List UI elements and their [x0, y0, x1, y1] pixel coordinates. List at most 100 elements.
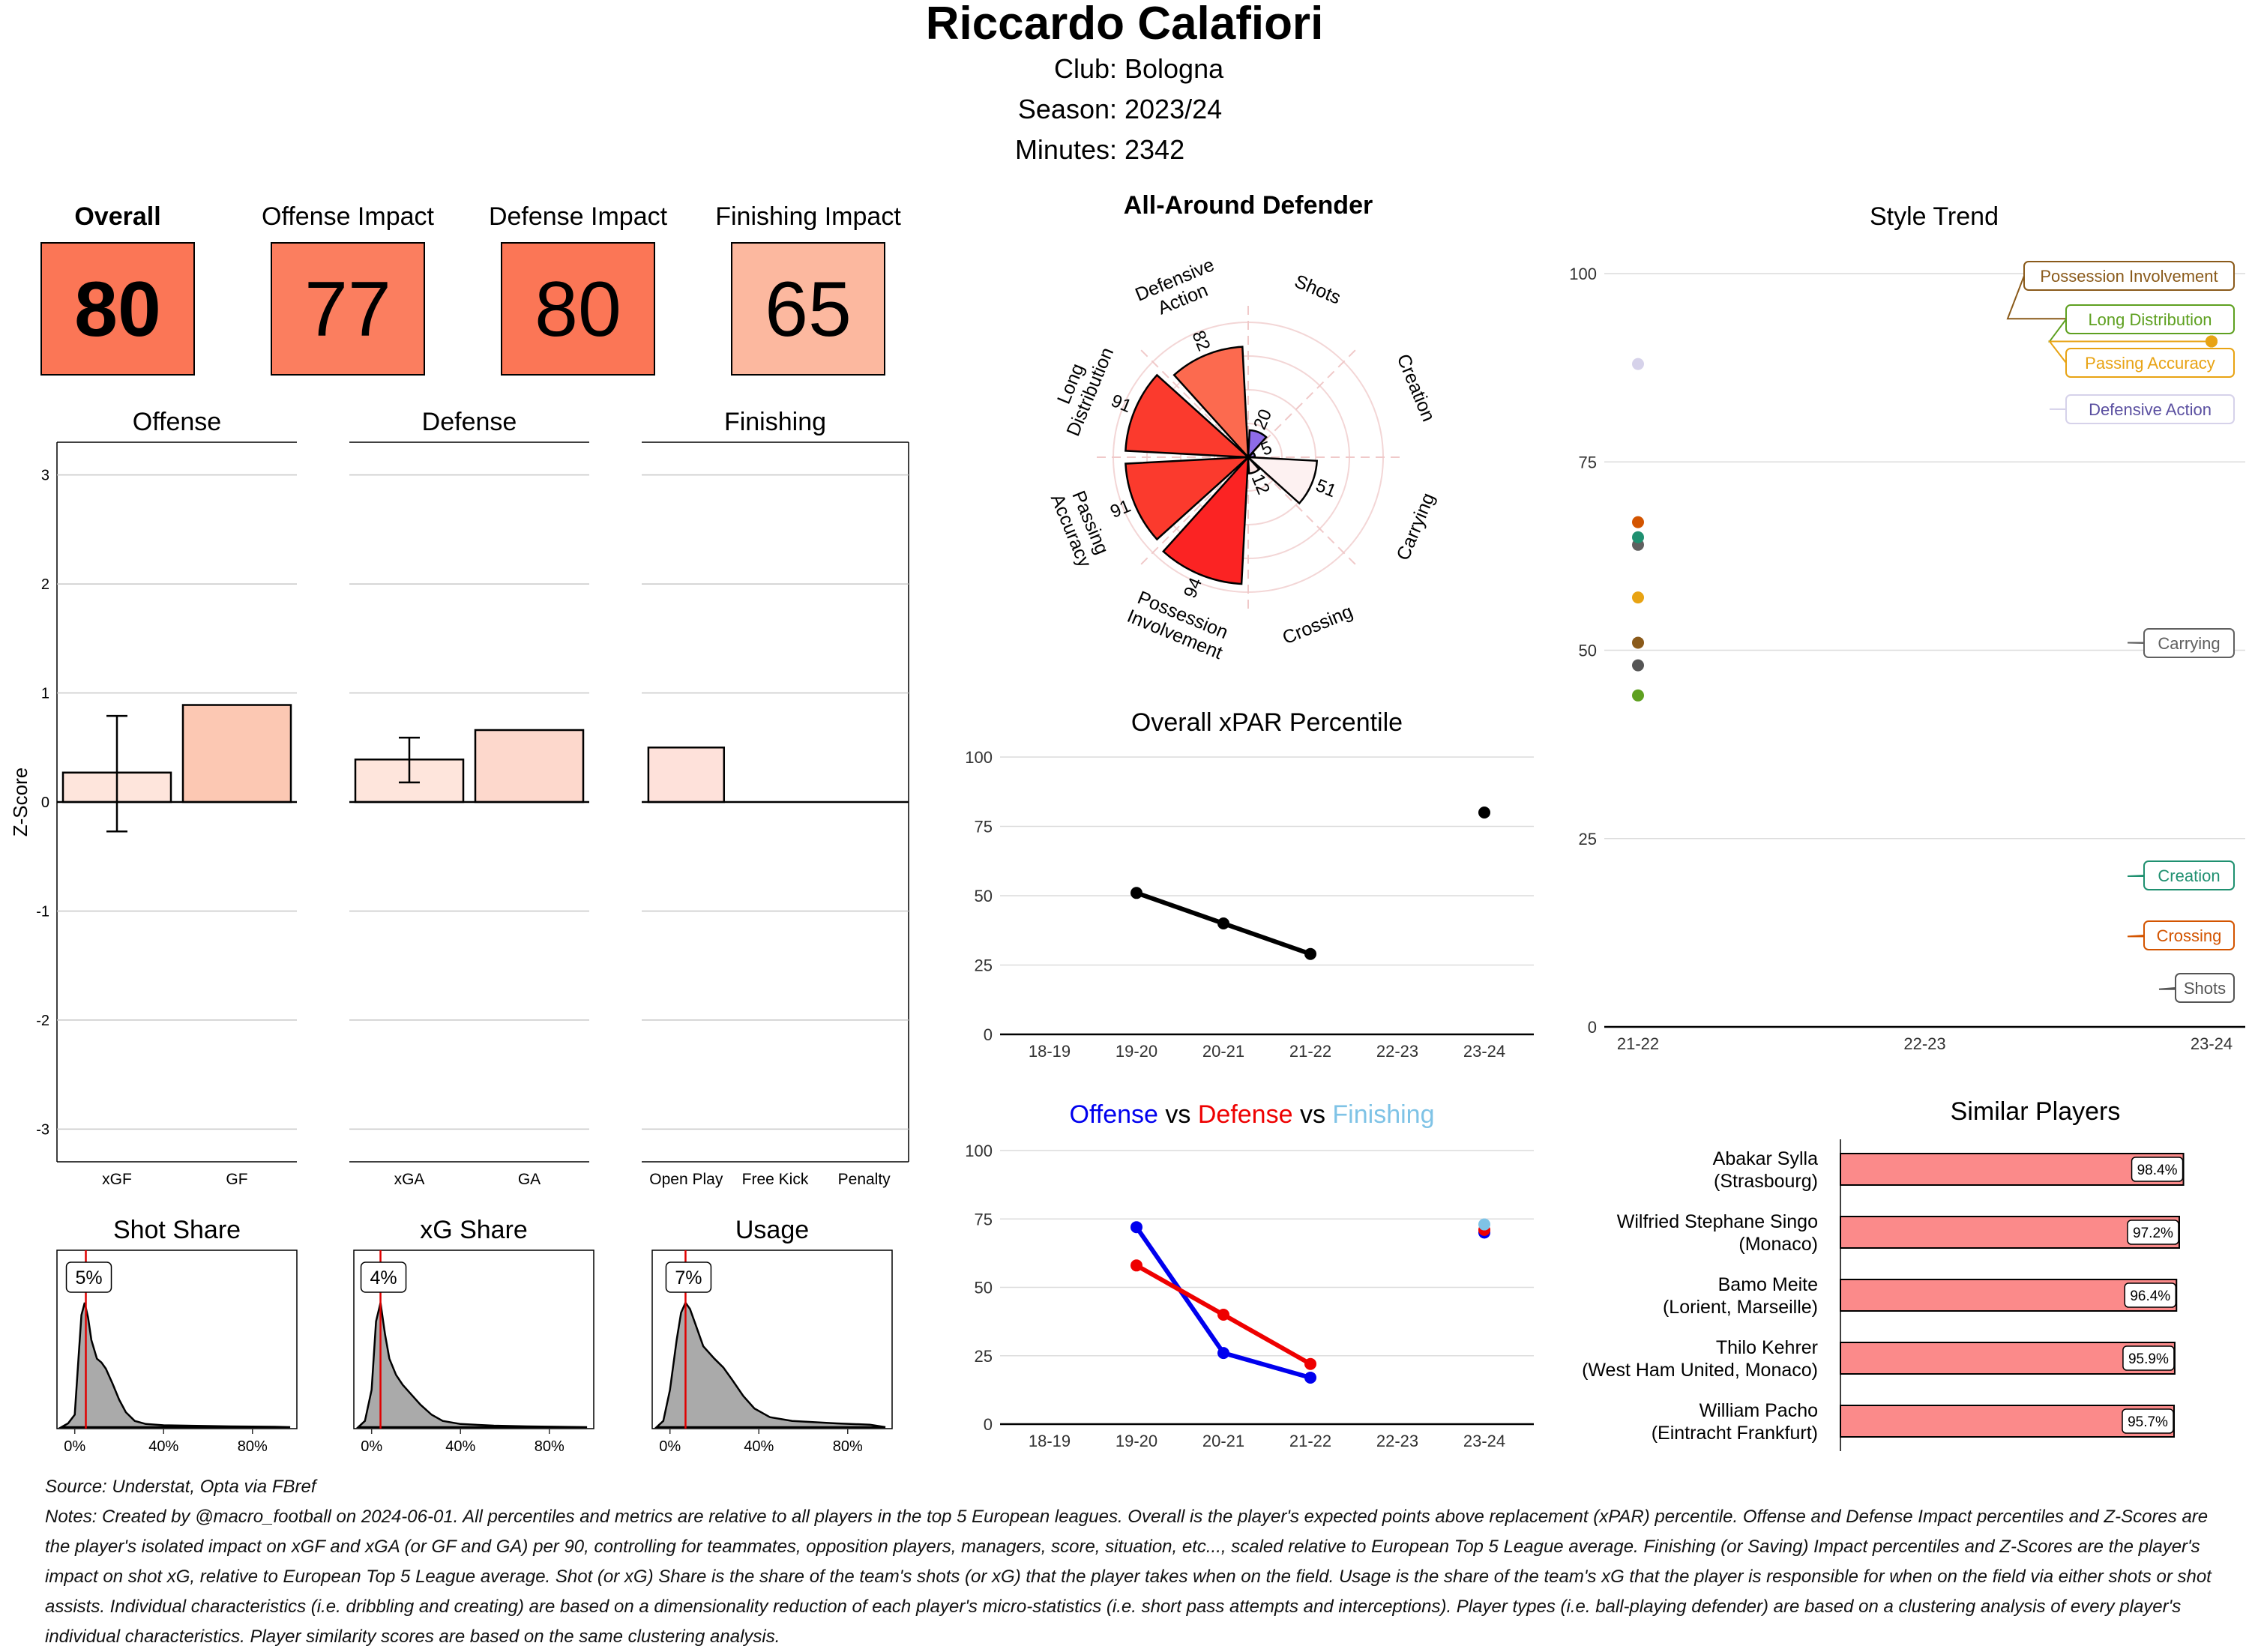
bar — [648, 747, 724, 802]
x-tick-label: 18-19 — [1029, 1042, 1071, 1061]
x-tick-label: 0% — [64, 1438, 85, 1455]
minutes-label: Minutes: — [1015, 134, 1117, 165]
x-tick-label: 80% — [833, 1438, 863, 1455]
series-label: Carrying — [2158, 634, 2220, 653]
series-label: Creation — [2158, 866, 2220, 885]
dashboard-canvas: Riccardo Calafiori Club: Bologna Season:… — [0, 0, 2249, 1469]
y-tick-label: 75 — [975, 818, 993, 836]
player-marker-label: 7% — [675, 1267, 702, 1288]
series-label: Shots — [2184, 979, 2226, 998]
radar-category-label: Creation — [1393, 351, 1439, 424]
impact-card-overall: Overall 80 — [41, 202, 194, 375]
panel-title: Shot Share — [113, 1216, 241, 1244]
panel-title: Defense — [422, 408, 517, 436]
bar — [475, 730, 583, 802]
y-tick-label: 50 — [975, 1279, 993, 1297]
radar-spoke — [1253, 349, 1356, 452]
series-label: Long Distribution — [2088, 310, 2212, 329]
x-tick-label: 40% — [148, 1438, 178, 1455]
zscore-y-tick: 3 — [41, 468, 49, 484]
y-tick-label: 0 — [984, 1415, 993, 1434]
radar-value-label: 91 — [1108, 391, 1134, 417]
series-label: Defensive Action — [2089, 400, 2212, 419]
x-tick-label: xGA — [394, 1171, 425, 1188]
radar-category-label: Shots — [1292, 271, 1344, 308]
y-tick-label: 75 — [975, 1210, 993, 1229]
radar-category-label: PassingAccuracy — [1047, 483, 1115, 570]
impact-card-finishing: Finishing Impact 65 — [715, 202, 901, 375]
x-tick-label: 23-24 — [2191, 1034, 2233, 1053]
season-label: Season: — [1018, 94, 1117, 124]
impact-card-value: 80 — [535, 266, 621, 353]
x-tick-label: Open Play — [649, 1171, 723, 1188]
x-tick-label: 40% — [744, 1438, 774, 1455]
series-point — [1632, 636, 1644, 648]
impact-card-label: Offense Impact — [262, 202, 434, 231]
x-tick-label: 22-23 — [1903, 1034, 1945, 1053]
impact-card-value: 77 — [304, 266, 391, 353]
series-point — [1304, 1358, 1316, 1370]
series-label: Possession Involvement — [2040, 267, 2218, 286]
panel-title: Offense — [133, 408, 221, 436]
x-tick-label: GA — [518, 1171, 541, 1188]
club-value: Bologna — [1124, 53, 1224, 84]
y-tick-label: 75 — [1579, 453, 1597, 471]
zscore-y-tick: 1 — [41, 686, 49, 702]
x-tick-label: 19-20 — [1116, 1042, 1157, 1061]
radar-value-label: 51 — [1313, 475, 1339, 501]
player-marker-label: 4% — [370, 1267, 397, 1288]
panel-title: xG Share — [420, 1216, 528, 1244]
radar-category-label: DefensiveAction — [1132, 254, 1225, 325]
legend-part: Offense — [1070, 1100, 1158, 1129]
zscore-y-ticks: 3 2 1 0 -1 -2 -3 — [36, 468, 49, 1139]
similar-player-name: William Pacho — [1699, 1400, 1818, 1421]
radar-value-label: 94 — [1180, 575, 1206, 601]
panel-title: Finishing — [724, 408, 826, 436]
y-tick-label: 100 — [965, 748, 993, 767]
x-tick-label: Penalty — [838, 1171, 891, 1188]
y-tick-label: 100 — [965, 1142, 993, 1160]
chart-title: Overall xPAR Percentile — [1131, 708, 1403, 737]
legend-part: vs — [1158, 1100, 1190, 1129]
zscore-y-tick: -2 — [36, 1013, 49, 1029]
x-tick-label: 21-22 — [1289, 1432, 1331, 1450]
y-tick-label: 50 — [1579, 642, 1597, 660]
bar — [183, 705, 291, 802]
zscore-y-tick: -3 — [36, 1121, 49, 1138]
zscore-axis-label: Z-Score — [9, 768, 31, 836]
radar-category-label: Crossing — [1280, 601, 1356, 649]
similarity-value-label: 95.7% — [2128, 1414, 2168, 1430]
similar-player-name: Bamo Meite — [1718, 1274, 1818, 1295]
x-tick-label: 21-22 — [1289, 1042, 1331, 1061]
radar-value-label: 91 — [1107, 496, 1133, 522]
series-point — [1217, 1309, 1229, 1321]
radar-value-label: 82 — [1187, 328, 1214, 354]
similar-player-name: Wilfried Stephane Singo — [1617, 1211, 1818, 1232]
y-tick-label: 25 — [975, 1347, 993, 1366]
player-name: Riccardo Calafiori — [926, 0, 1324, 49]
x-tick-label: 80% — [238, 1438, 268, 1455]
series-point — [1478, 807, 1490, 819]
similarity-value-label: 97.2% — [2133, 1226, 2173, 1241]
impact-card-offense: Offense Impact 77 — [262, 202, 434, 375]
series-point — [1217, 1347, 1229, 1359]
series-point — [1632, 690, 1644, 702]
x-tick-label: 80% — [535, 1438, 564, 1455]
radar-category-label-line: Crossing — [1280, 601, 1356, 649]
all-around-defender-radar: All-Around Defender20Shots5Creation51Car… — [1044, 191, 1439, 663]
series-point — [1217, 917, 1229, 929]
y-tick-label: 25 — [1579, 830, 1597, 848]
radar-category-label-line: Carrying — [1393, 490, 1439, 564]
radar-category-label: PossessionInvolvement — [1124, 586, 1233, 663]
impact-cards: Overall 80 Offense Impact 77 Defense Imp… — [41, 202, 901, 375]
impact-card-value: 65 — [765, 266, 852, 353]
source-note: Source: Understat, Opta via FBref — [45, 1472, 2234, 1502]
chart-title: Style Trend — [1870, 202, 1999, 231]
series-point — [1478, 1219, 1490, 1231]
y-tick-label: 0 — [1588, 1018, 1597, 1037]
x-tick-label: 20-21 — [1202, 1042, 1244, 1061]
